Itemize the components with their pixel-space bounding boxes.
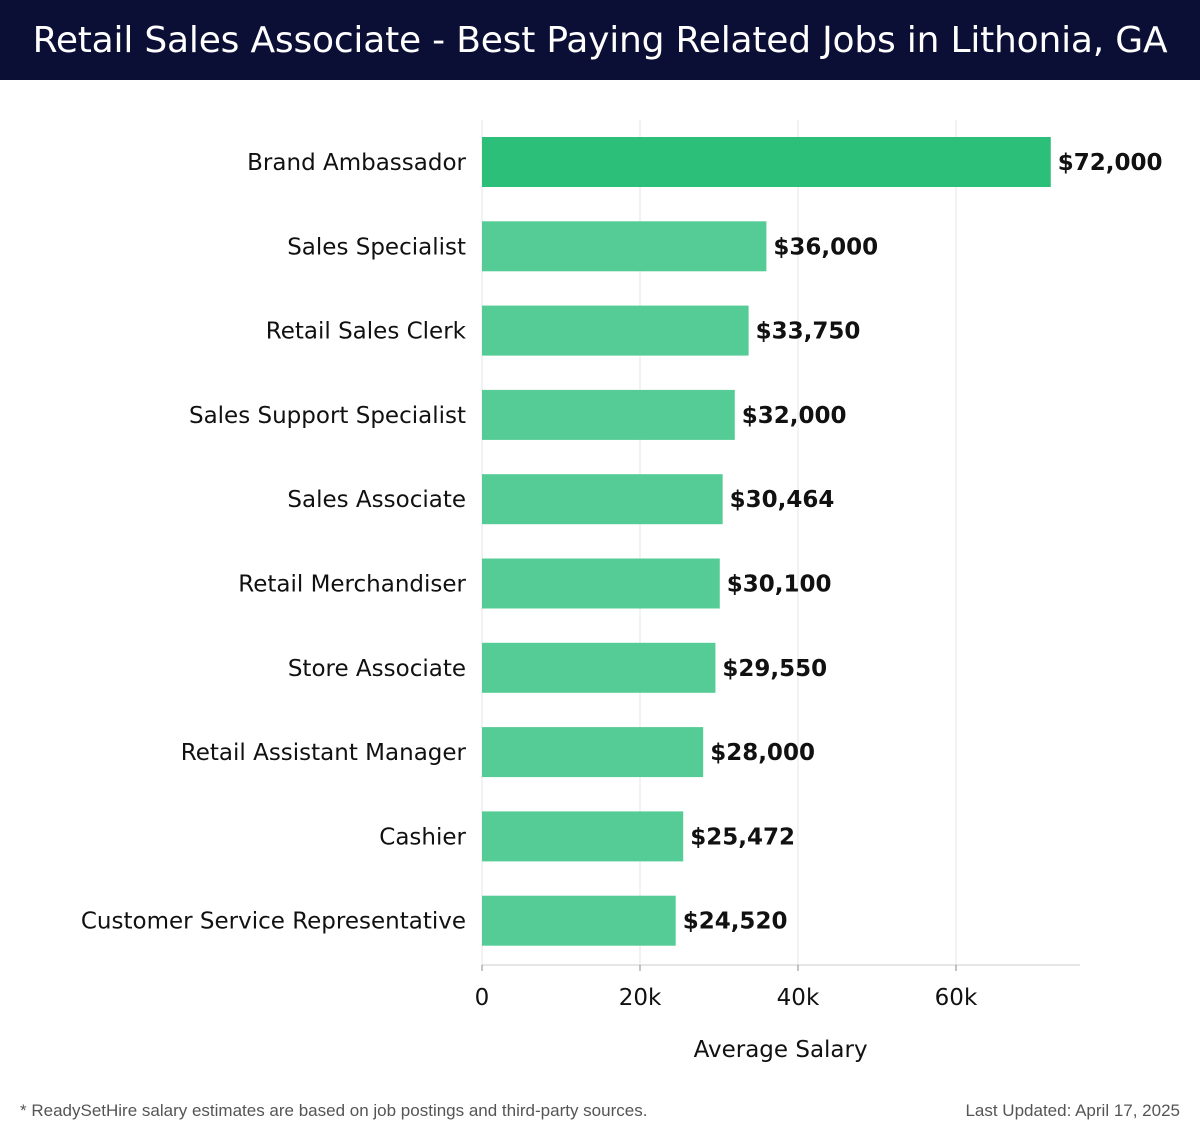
bar-4 [482,474,723,525]
bar-2 [482,305,749,356]
category-label-0: Brand Ambassador [247,150,466,176]
value-label-0: $72,000 [1058,150,1163,176]
x-axis-title: Average Salary [694,1037,868,1063]
chart-title: Retail Sales Associate - Best Paying Rel… [32,19,1168,61]
category-label-6: Store Associate [288,656,466,682]
value-label-2: $33,750 [756,319,861,345]
category-label-8: Cashier [379,824,466,850]
bar-1 [482,221,767,272]
bar-5 [482,558,720,609]
bar-0 [482,137,1051,187]
category-label-5: Retail Merchandiser [238,572,466,598]
category-label-9: Customer Service Representative [81,909,466,935]
value-label-6: $29,550 [722,656,827,682]
value-label-4: $30,464 [730,487,835,513]
bar-7 [482,727,704,778]
value-label-5: $30,100 [727,572,832,598]
value-label-9: $24,520 [683,909,788,935]
category-label-1: Sales Specialist [287,234,466,260]
bar-6 [482,642,716,693]
category-label-3: Sales Support Specialist [189,403,466,429]
bar-9 [482,895,676,946]
x-tick-label-3: 60k [935,985,978,1011]
bar-3 [482,389,735,440]
x-tick-label-0: 0 [475,985,490,1011]
x-tick-label-2: 40k [777,985,820,1011]
bar-8 [482,811,684,862]
category-label-2: Retail Sales Clerk [266,319,467,345]
salary-bar-chart: 0 20k 40k 60k Average Salary Brand Ambassador… [81,120,1163,1063]
chart-header: Retail Sales Associate - Best Paying Rel… [0,0,1200,80]
value-label-8: $25,472 [690,824,795,850]
x-tick-label-1: 20k [619,985,662,1011]
value-label-7: $28,000 [710,740,815,766]
category-label-4: Sales Associate [287,487,466,513]
value-label-1: $36,000 [773,234,878,260]
last-updated: Last Updated: April 17, 2025 [965,1101,1180,1120]
source-note: * ReadySetHire salary estimates are base… [20,1101,648,1120]
category-label-7: Retail Assistant Manager [181,740,467,766]
value-label-3: $32,000 [742,403,847,429]
